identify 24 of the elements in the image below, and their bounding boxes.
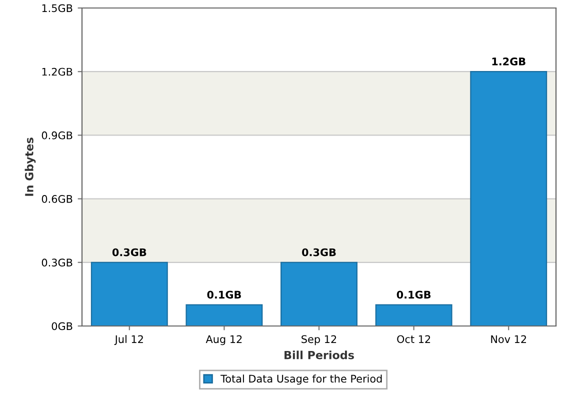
data-label: 0.3GB: [112, 248, 146, 256]
x-tick-label: Aug 12: [206, 335, 242, 346]
y-axis-title: In Gbytes: [24, 138, 36, 196]
data-label: 0.3GB: [302, 248, 336, 256]
y-tick-label: 0GB: [52, 322, 72, 330]
data-label: 1.2GB: [492, 58, 526, 66]
x-tick-label: Oct 12: [397, 335, 430, 344]
data-label: 0.1GB: [396, 290, 431, 299]
bar: [470, 71, 548, 326]
y-tick-label: 0.3GB: [42, 258, 72, 267]
legend-label: Total Data Usage for the Period: [220, 374, 382, 385]
bar: [90, 262, 168, 326]
x-tick-label: Sep 12: [302, 335, 336, 346]
x-axis-title: Bill Periods: [284, 350, 354, 360]
y-tick-label: 1.2GB: [42, 68, 72, 76]
x-tick-label: Jul 12: [114, 335, 143, 346]
bar: [375, 304, 452, 326]
bar: [280, 262, 358, 326]
y-tick-label: 0.6GB: [42, 195, 72, 203]
data-label: 0.1GB: [207, 290, 241, 299]
bar: [186, 304, 263, 326]
y-tick-label: 0.9GB: [42, 131, 72, 140]
x-tick-label: Nov 12: [491, 335, 526, 344]
y-tick-label: 1.5GB: [42, 4, 72, 12]
